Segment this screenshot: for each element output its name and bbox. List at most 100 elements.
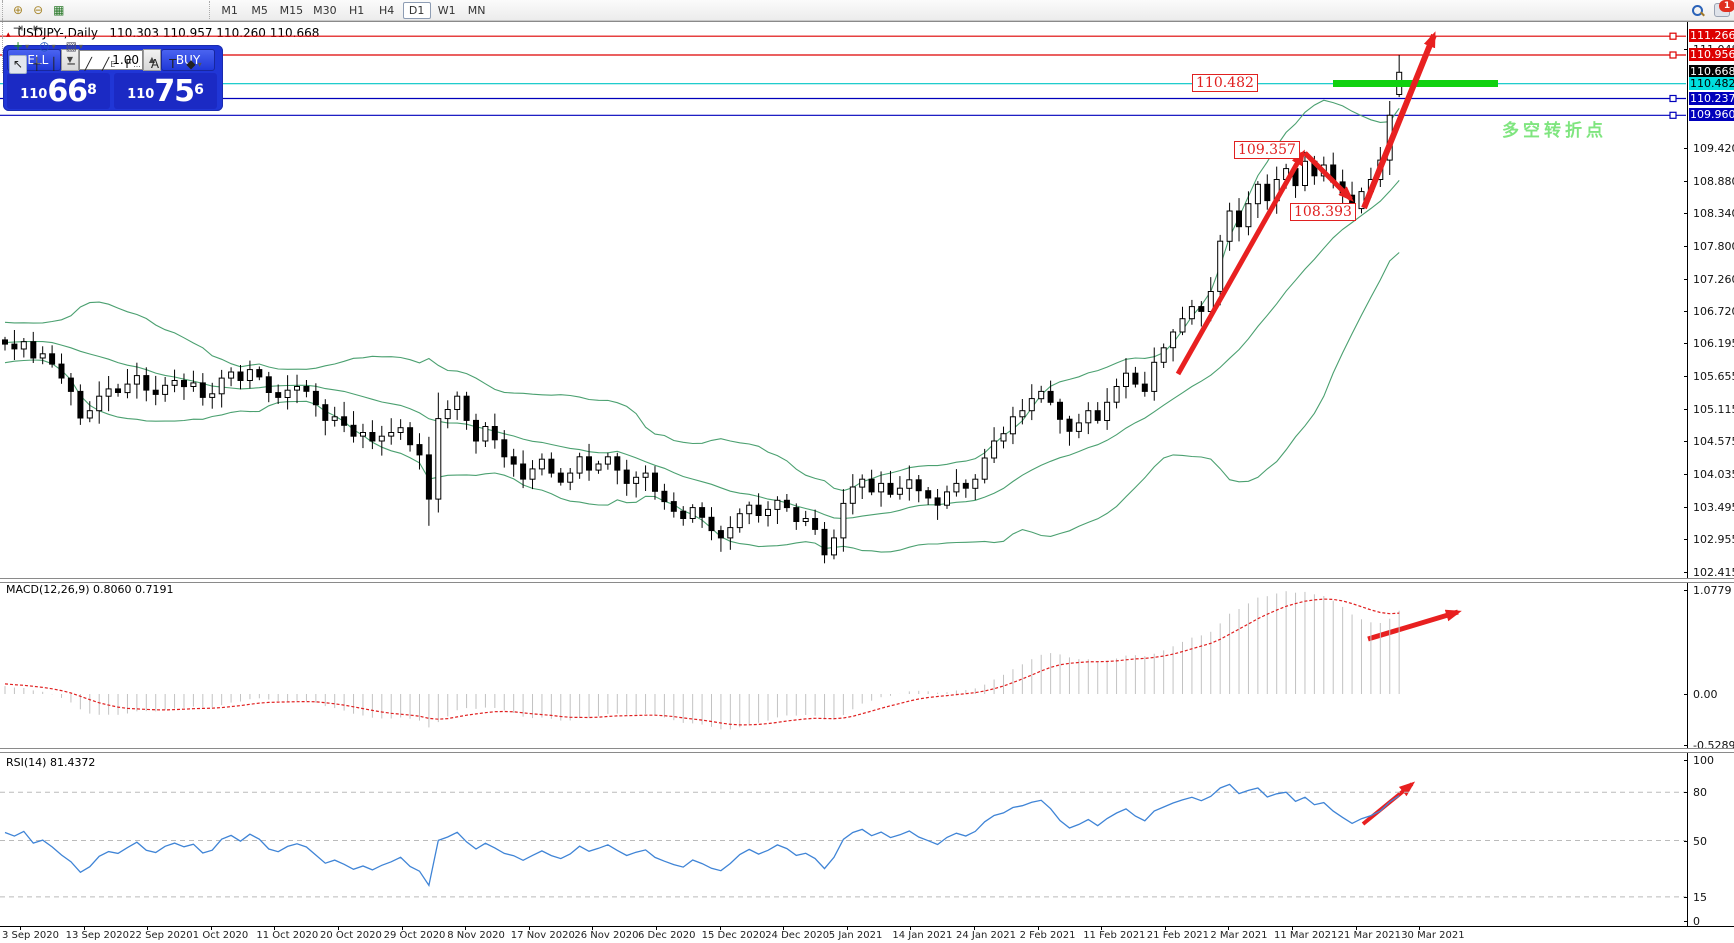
rsi-axis-tick: 50 bbox=[1693, 834, 1707, 848]
notification-badge: 1 bbox=[1719, 0, 1734, 12]
text-button[interactable]: A bbox=[147, 55, 163, 74]
price-line-label: 110.956 bbox=[1689, 48, 1734, 61]
volume-increase-button[interactable]: ▲ bbox=[143, 49, 161, 71]
arrows-tool-button[interactable]: ◆ ▾ bbox=[182, 55, 205, 74]
text-label-button[interactable]: T bbox=[165, 55, 180, 74]
tile-windows-button[interactable]: ▦ bbox=[49, 1, 68, 20]
date-label: 29 Oct 2020 bbox=[383, 930, 446, 941]
equidistant-channel-button[interactable]: ╱ E bbox=[98, 55, 119, 74]
date-tickmark bbox=[910, 927, 912, 930]
fibonacci-icon: F bbox=[125, 56, 133, 71]
timeframe-mn[interactable]: MN bbox=[467, 3, 486, 17]
toolbar-group-3: ⊕ ⊖ ▦ bbox=[2, 1, 207, 19]
trendline-button[interactable]: ╱ bbox=[81, 55, 96, 74]
chart-window-icon: ▴ bbox=[6, 30, 11, 40]
indicators-icon: + bbox=[13, 38, 24, 53]
templates-icon: ▧ bbox=[65, 38, 77, 53]
buy-button[interactable]: BUY bbox=[161, 49, 215, 71]
rsi-axis-tick: 100 bbox=[1693, 754, 1714, 767]
timeframe-group: M1 M5 M15 M30 H1 H4 D1 W1 MN bbox=[208, 1, 492, 19]
horizontal-line-button[interactable]: ─ bbox=[64, 55, 79, 74]
price-line-label: 110.237 bbox=[1689, 91, 1734, 105]
date-label: 24 Jan 2021 bbox=[956, 930, 1016, 941]
price-tickmark bbox=[1684, 343, 1688, 345]
crosshair-icon: ┼ bbox=[33, 56, 41, 71]
annotation-price-box[interactable]: 110.482 bbox=[1192, 74, 1258, 92]
notifications-icon[interactable]: 1 bbox=[1714, 0, 1734, 17]
timeframe-m15[interactable]: M15 bbox=[279, 3, 304, 17]
templates-button[interactable]: ▧ ▾ bbox=[62, 37, 87, 56]
fibonacci-button[interactable]: F... bbox=[121, 55, 145, 74]
sell-price-big: 110 bbox=[20, 87, 48, 102]
price-tick: 107.800 bbox=[1693, 240, 1734, 254]
buy-price-sup: 6 bbox=[194, 82, 204, 98]
price-tickmark bbox=[1684, 246, 1688, 248]
date-tickmark bbox=[1355, 927, 1357, 930]
date-tickmark bbox=[783, 927, 785, 930]
buy-price-display[interactable]: 110 75 6 bbox=[114, 73, 217, 109]
text-label-icon: T bbox=[169, 56, 177, 71]
date-label: 21 Mar 2021 bbox=[1337, 930, 1401, 941]
price-tick: 108.340 bbox=[1693, 207, 1734, 221]
search-icon[interactable] bbox=[1691, 4, 1704, 17]
annotation-price-box[interactable]: 109.357 bbox=[1234, 141, 1300, 159]
date-tickmark bbox=[401, 927, 403, 930]
trend-arrows[interactable] bbox=[1175, 31, 1462, 826]
timeframe-m5[interactable]: M5 bbox=[251, 3, 268, 17]
sell-price-display[interactable]: 110 66 8 bbox=[7, 73, 110, 109]
date-label: 3 Sep 2020 bbox=[2, 930, 60, 941]
price-line-label: 109.960 bbox=[1689, 108, 1734, 122]
date-label: 21 Feb 2021 bbox=[1146, 930, 1210, 941]
date-label: 5 Jan 2021 bbox=[828, 930, 883, 941]
indicators-caret: ▾ bbox=[25, 41, 30, 51]
pane-divider-macd[interactable] bbox=[0, 578, 1734, 583]
toolbar-group-5: + ▾ ◷ ▾ ▧ ▾ bbox=[2, 37, 207, 55]
toolbar: ▦◫▤新订单◆◆◉●自动交易▥◫Λ⊕⊖▦⇥⇤+▾◷▾▧▾↖┼│─╱╱EF...A… bbox=[0, 0, 1734, 74]
date-tickmark bbox=[1228, 927, 1230, 930]
zoom-out-icon: ⊖ bbox=[33, 2, 44, 17]
timeframe-h1[interactable]: H1 bbox=[349, 3, 365, 17]
price-tickmark bbox=[1684, 311, 1688, 313]
annotation-price-box[interactable]: 108.393 bbox=[1290, 203, 1356, 221]
vertical-line-button[interactable]: │ bbox=[46, 55, 61, 74]
fibonacci-sub: ... bbox=[133, 59, 141, 69]
crosshair-button[interactable]: ┼ bbox=[29, 55, 44, 74]
date-label: 26 Nov 2020 bbox=[574, 930, 639, 941]
cursor-button[interactable]: ↖ bbox=[9, 54, 28, 74]
annotation-text-cn[interactable]: 多空转折点 bbox=[1502, 121, 1607, 141]
timeframe-m30[interactable]: M30 bbox=[313, 3, 337, 17]
price-axis[interactable]: 111.048109.420108.880108.340107.800107.2… bbox=[1684, 22, 1734, 928]
price-tick: 106.720 bbox=[1693, 305, 1734, 319]
toolbar-group-2: ▥◫Λ bbox=[2, 0, 207, 1]
price-tick: 109.420 bbox=[1693, 142, 1734, 155]
chart-shift-icon: ⇤ bbox=[33, 20, 44, 35]
toolbar-right: 1 bbox=[1691, 0, 1734, 19]
templates-caret: ▾ bbox=[78, 41, 83, 51]
horizontal-line-objects[interactable] bbox=[0, 32, 1686, 119]
date-label: 8 Nov 2020 bbox=[447, 930, 505, 941]
volume-decrease-button[interactable]: ▼ bbox=[61, 49, 79, 71]
text-icon: A bbox=[150, 56, 160, 71]
pane-divider-rsi[interactable] bbox=[0, 748, 1734, 753]
indicators-button[interactable]: + ▾ bbox=[9, 37, 33, 56]
zoom-out-button[interactable]: ⊖ bbox=[29, 1, 47, 20]
timeframe-w1[interactable]: W1 bbox=[437, 3, 456, 17]
timeframe-h4[interactable]: H4 bbox=[379, 3, 395, 17]
horizontal-line-icon: ─ bbox=[67, 56, 75, 71]
volume-input[interactable] bbox=[79, 50, 143, 70]
periods-button[interactable]: ◷ ▾ bbox=[35, 37, 60, 56]
chart-shift-button[interactable]: ⇤ bbox=[29, 19, 47, 38]
price-tickmark bbox=[1684, 506, 1688, 508]
rsi-tickmark bbox=[1684, 840, 1688, 842]
timeframe-d1[interactable]: D1 bbox=[402, 1, 431, 19]
time-axis[interactable]: 3 Sep 2020 13 Sep 2020 22 Sep 2020 1 Oct 20… bbox=[0, 926, 1734, 943]
date-tickmark bbox=[20, 927, 21, 930]
sell-price-main: 66 bbox=[47, 74, 88, 109]
timeframe-m1[interactable]: M1 bbox=[221, 3, 238, 17]
date-tickmark bbox=[1164, 927, 1166, 930]
periods-caret: ▾ bbox=[51, 41, 56, 51]
date-label: 11 Feb 2021 bbox=[1083, 930, 1146, 941]
auto-scroll-button[interactable]: ⇥ bbox=[9, 19, 27, 38]
chart-window[interactable]: ▴ USDJPY-,Daily 110.303 110.957 110.260 … bbox=[0, 20, 1734, 943]
zoom-in-button[interactable]: ⊕ bbox=[9, 1, 27, 20]
